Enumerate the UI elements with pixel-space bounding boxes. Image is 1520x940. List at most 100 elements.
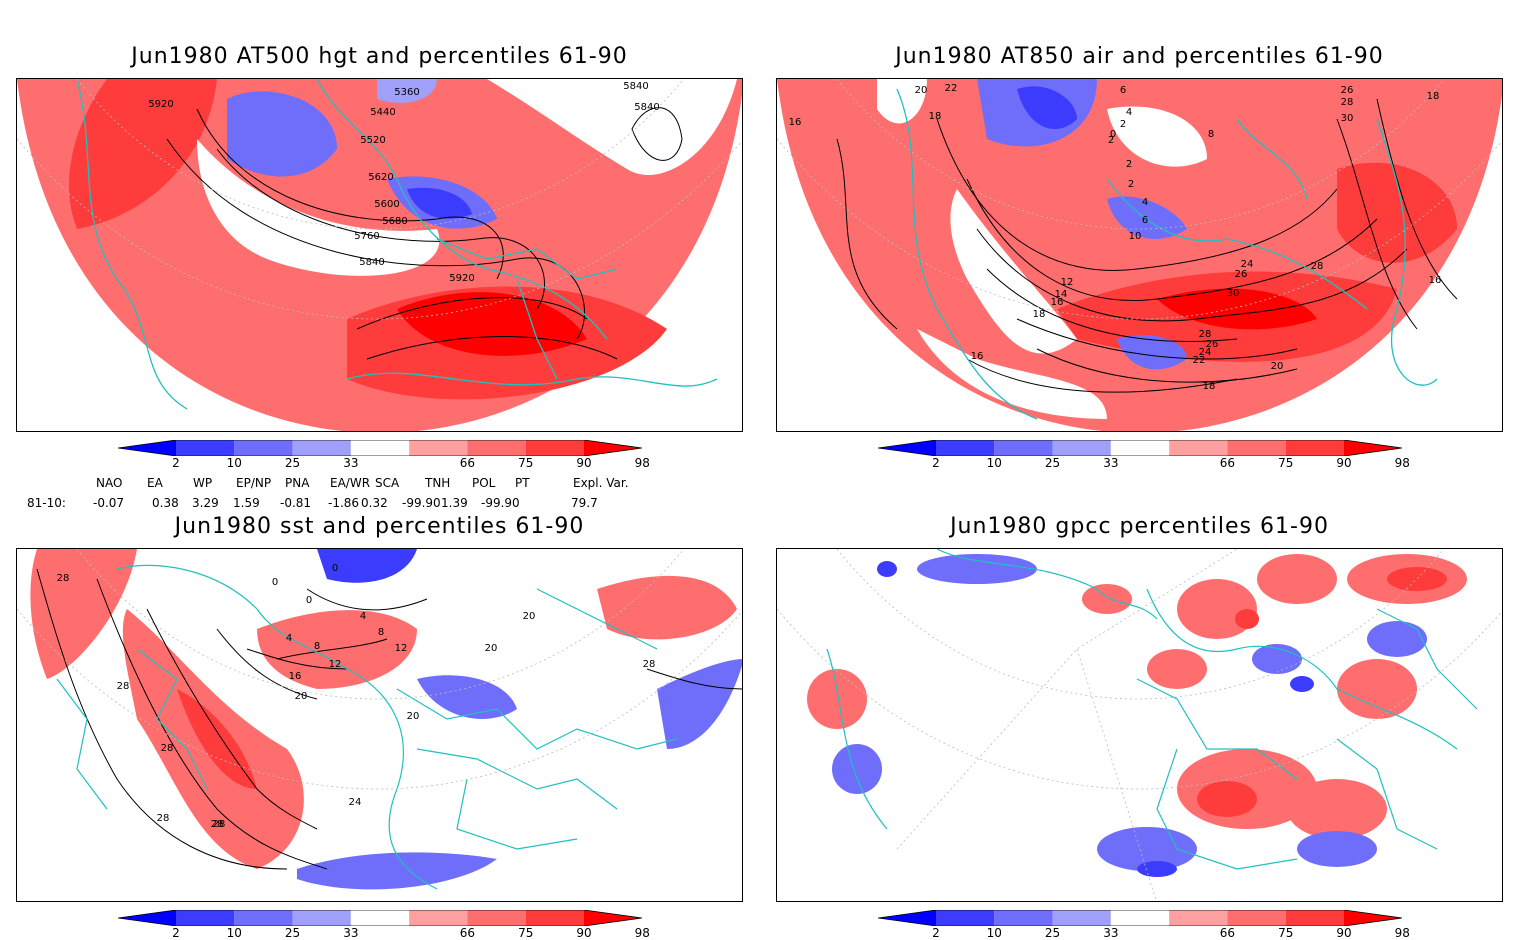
map-gpcc	[777, 549, 1502, 901]
contour-label: 24	[349, 797, 362, 808]
colorbar-box	[1285, 910, 1344, 926]
index-value: -0.81	[280, 496, 312, 510]
colorbar-tick-label: 98	[634, 926, 650, 940]
colorbar-tick-label: 25	[1044, 926, 1061, 940]
index-row-label: 81-10:	[27, 496, 66, 510]
colorbar-tick-label: 33	[1103, 456, 1119, 470]
colorbar-tick-label: 25	[284, 456, 301, 470]
contour-label: 10	[1129, 231, 1142, 242]
field-blue	[317, 549, 417, 583]
map-hgt500: 5920 5360 5440 5520 5620 5600 5680 5760 …	[17, 79, 742, 431]
colorbar-box	[994, 910, 1053, 926]
field-red-strong	[68, 79, 217, 229]
contour-label: 16	[789, 117, 802, 128]
colorbar-arrow-high	[1344, 440, 1402, 456]
contour-label: 28	[57, 573, 70, 584]
colorbar-tick-label: 90	[576, 456, 592, 470]
colorbar-tick-label: 75	[518, 456, 534, 470]
colorbar-tick-label: 75	[1278, 926, 1294, 940]
contour-label: 28	[1311, 261, 1324, 272]
contour-label: 4	[1126, 107, 1132, 118]
contour-label: 30	[1341, 113, 1354, 124]
contour-label: 26	[1341, 85, 1354, 96]
contour-label: 5680	[382, 216, 407, 227]
map-panel-gpcc	[776, 548, 1503, 902]
contour-label: 20	[1271, 361, 1284, 372]
index-value: 0.38	[152, 496, 179, 510]
colorbar-box	[234, 910, 293, 926]
colorbar-tick-label: 33	[1103, 926, 1119, 940]
field-white	[950, 189, 1077, 354]
contour-label: 0	[332, 563, 338, 574]
contour-label: 5620	[368, 172, 393, 183]
contour-label: 28	[1341, 97, 1354, 108]
colorbar-box	[1169, 440, 1228, 456]
field-red-strong	[177, 689, 257, 789]
contour-label: 24	[1241, 259, 1254, 270]
colorbar-box	[234, 440, 293, 456]
colorbar-1: 2 10 25 33 66 75 90 98	[117, 439, 650, 470]
field-red	[257, 610, 417, 689]
field-red-core	[397, 292, 587, 356]
contour-label: 0	[272, 577, 278, 588]
colorbar-ramp	[877, 909, 1403, 927]
index-value: -99.90	[481, 496, 520, 510]
index-header: PT	[515, 476, 530, 490]
contour-label: 28	[211, 819, 224, 830]
contour-label: 30	[1227, 288, 1240, 299]
colorbar-box	[525, 910, 584, 926]
contour-label: 28	[1199, 329, 1212, 340]
colorbar-tick-label: 10	[986, 926, 1002, 940]
contour-label: 8	[314, 641, 320, 652]
map-panel-sst: 28 28 28 28 28 0 0 0 4 4 8 8 12 12 16 20…	[16, 548, 743, 902]
colorbar-tick-label: 10	[226, 926, 242, 940]
field-blue-strong	[1017, 86, 1077, 129]
index-header: PNA	[285, 476, 310, 490]
field-blue-light	[377, 79, 437, 103]
field-white	[917, 329, 1107, 419]
colorbar-box	[350, 910, 410, 926]
colorbar-tick-label: 66	[459, 926, 476, 940]
colorbar-arrow-high	[584, 440, 642, 456]
index-value: 1.39	[441, 496, 468, 510]
colorbar-4: 2 10 25 33 66 75 90 98	[877, 909, 1410, 940]
contour-lines	[36, 568, 742, 870]
map-panel-hgt500: 5920 5360 5440 5520 5620 5600 5680 5760 …	[16, 78, 743, 432]
contour-label: 0	[1110, 129, 1116, 140]
panel-title-air850: Jun1980 AT850 air and percentiles 61-90	[895, 44, 1384, 69]
colorbar-2: 2 10 25 33 66 75 90 98	[877, 439, 1410, 470]
colorbar-box	[525, 440, 584, 456]
colorbar-tick-label: 75	[1278, 456, 1294, 470]
colorbar-box	[176, 910, 235, 926]
colorbar-ramp	[877, 439, 1403, 457]
colorbar-box	[292, 440, 351, 456]
contour-label: 28	[161, 743, 174, 754]
contour-label: 2	[1128, 179, 1134, 190]
contour-label: 26	[1206, 339, 1219, 350]
field-red-strong-patches	[1197, 567, 1447, 817]
colorbar-box	[1110, 910, 1170, 926]
coastlines	[896, 88, 1438, 420]
map-sst: 28 28 28 28 28 0 0 0 4 4 8 8 12 12 16 20…	[17, 549, 742, 901]
field-white	[487, 79, 737, 175]
contour-label: 12	[395, 643, 408, 654]
colorbar-box	[1052, 910, 1111, 926]
colorbar-box	[936, 440, 995, 456]
colorbar-box	[936, 910, 995, 926]
contour-label: 22	[1193, 355, 1206, 366]
colorbar-tick-label: 75	[518, 926, 534, 940]
colorbar-tick-label: 10	[226, 456, 242, 470]
contour-label: 18	[1427, 91, 1440, 102]
graticule	[17, 79, 742, 320]
colorbar-tick-label: 90	[1336, 456, 1352, 470]
index-header: Expl. Var.	[573, 476, 629, 490]
index-header: EA/WR	[330, 476, 371, 490]
field-blue	[657, 659, 742, 749]
field-white	[197, 139, 440, 276]
contour-label: 2	[1126, 159, 1132, 170]
index-header: POL	[472, 476, 496, 490]
colorbar-tick-label: 2	[172, 926, 180, 940]
colorbar-arrow-low	[118, 440, 176, 456]
field-blue-patches	[832, 554, 1427, 871]
field-blue	[1107, 196, 1187, 239]
